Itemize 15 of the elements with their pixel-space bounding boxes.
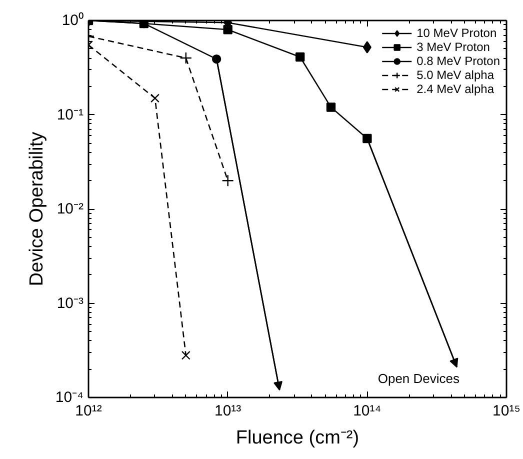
y-tick-label: 10⁻¹ xyxy=(56,106,84,124)
y-tick-label: 10⁻³ xyxy=(56,294,84,312)
legend-label: 2.4 MeV alpha xyxy=(416,82,494,96)
legend-label: 3 MeV Proton xyxy=(416,40,490,54)
x-tick-label: 10¹⁵ xyxy=(492,402,520,420)
legend-label: 5.0 MeV alpha xyxy=(416,68,494,82)
y-tick-label: 10⁰ xyxy=(62,12,84,29)
legend-label: 10 MeV Proton xyxy=(416,26,497,40)
x-tick-label: 10¹⁴ xyxy=(353,402,382,420)
x-tick-label: 10¹³ xyxy=(214,402,242,420)
x-axis-title: Fluence (cm⁻²) xyxy=(236,428,360,448)
legend-label: 0.8 MeV Proton xyxy=(416,54,500,68)
annotation: Open Devices xyxy=(378,371,460,386)
y-axis-title: Device Operability xyxy=(26,131,48,286)
y-tick-label: 10⁻² xyxy=(56,200,84,218)
